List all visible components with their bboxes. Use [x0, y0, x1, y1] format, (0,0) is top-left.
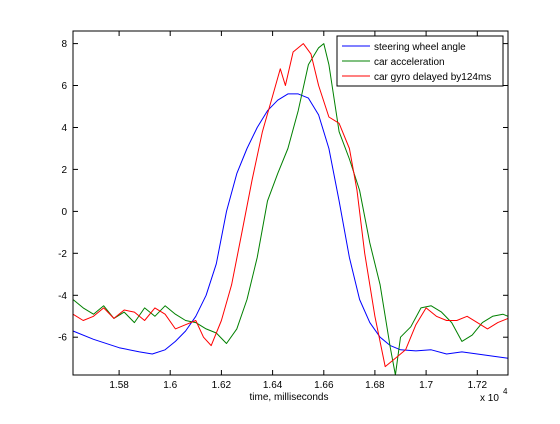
x-tick-label: 1.68	[365, 380, 385, 391]
plot-area	[73, 31, 508, 375]
series-line-steering-wheel-angle	[72, 93, 509, 359]
x-multiplier-exponent: 4	[503, 387, 508, 396]
y-tick-label: 6	[61, 81, 67, 92]
legend-label-gyro: car gyro delayed by124ms	[374, 72, 491, 83]
x-multiplier-label: x 10	[480, 393, 499, 404]
y-tick-label: 0	[61, 207, 67, 218]
x-tick-label: 1.66	[314, 380, 334, 391]
axes-box	[72, 30, 509, 376]
y-tick-label: 2	[61, 165, 67, 176]
x-tick-label: 1.58	[109, 380, 129, 391]
tick-layer: 1.58 1.6 1.62 1.64 1.66 1.68 1.7 1.72 -6 -4 -2 0 2 4 6…	[58, 31, 508, 391]
x-tick-label: 1.62	[212, 380, 232, 391]
x-tick-label: 1.6	[163, 380, 177, 391]
x-tick-label: 1.64	[263, 380, 283, 391]
y-tick-label: -2	[58, 249, 67, 260]
legend-label-steering: steering wheel angle	[374, 42, 466, 53]
series-line-car-acceleration	[72, 43, 509, 376]
x-tick-label: 1.72	[468, 380, 488, 391]
x-axis-label: time, milliseconds	[250, 392, 329, 403]
y-tick-label: -6	[58, 333, 67, 344]
series-line-car-gyro	[72, 43, 509, 368]
series-layer	[72, 43, 509, 376]
y-tick-label: 8	[61, 39, 67, 50]
legend: steering wheel angle car acceleration ca…	[336, 35, 504, 87]
y-tick-label: 4	[61, 123, 67, 134]
x-tick-label: 1.7	[419, 380, 433, 391]
y-tick-label: -4	[58, 291, 67, 302]
legend-label-acceleration: car acceleration	[374, 57, 445, 68]
